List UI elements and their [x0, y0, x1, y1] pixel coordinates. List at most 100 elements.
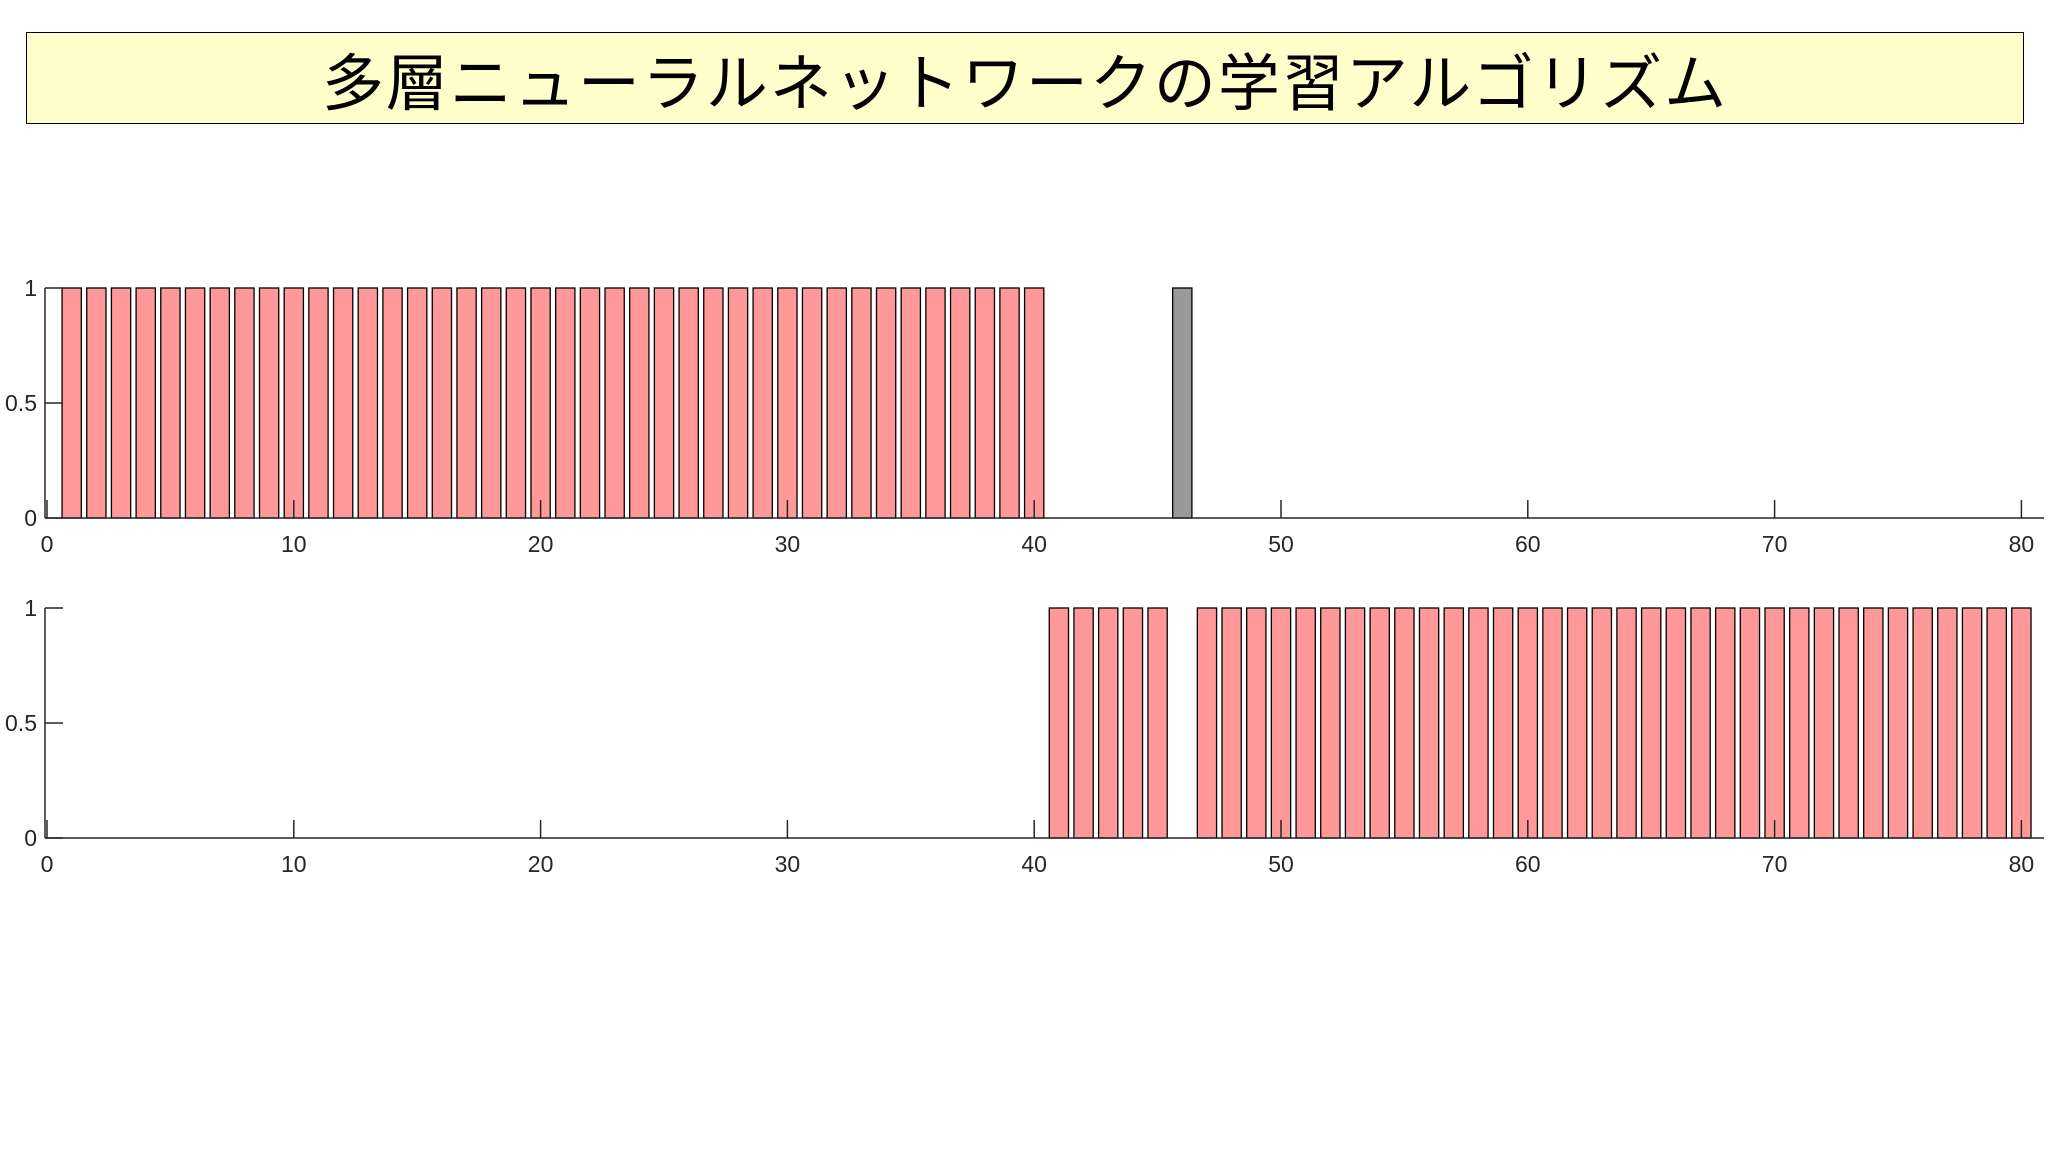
chart-2-bar: [1937, 607, 1958, 839]
chart-1-bar: [283, 287, 305, 519]
chart-1-bar: [258, 287, 280, 519]
chart-2-bar: [1887, 607, 1909, 839]
chart-2-bar: [1566, 607, 1588, 839]
chart-2-bar: [1147, 607, 1168, 839]
chart-1-bar: [875, 287, 897, 519]
chart-1-bar: [678, 287, 699, 519]
chart-2-x-tick-label: 10: [281, 851, 307, 877]
chart-1-bar: [431, 287, 453, 519]
chart-1-bar: [727, 287, 749, 519]
chart-1-bar: [925, 287, 946, 519]
chart-1-bar: [604, 287, 625, 519]
chart-2-bar: [1517, 607, 1539, 839]
page-title: 多層ニューラルネットワークの学習アルゴリズム: [321, 47, 1729, 120]
chart-1-bar: [160, 287, 181, 519]
chart-2-bar: [1468, 607, 1489, 839]
chart-2-bar: [1295, 607, 1316, 839]
chart-2-bar: [1838, 607, 1859, 839]
chart-2-bar: [1492, 607, 1514, 839]
chart-1-bar: [480, 287, 502, 519]
chart-1-x-tick-label: 10: [281, 531, 307, 557]
chart-2-bar: [1097, 607, 1119, 839]
chart-2-bar: [1320, 607, 1341, 839]
chart-2-bar: [1542, 607, 1563, 839]
chart-1-bar: [999, 287, 1020, 519]
chart-1-bar: [135, 287, 156, 519]
chart-2-x-tick-label: 80: [2009, 851, 2035, 877]
chart-1-bar: [801, 287, 823, 519]
chart-2-x-tick-label: 60: [1515, 851, 1541, 877]
chart-2-bar: [1616, 607, 1637, 839]
chart-1-x-tick-label: 20: [528, 531, 554, 557]
chart-2-x-tick-label: 20: [528, 851, 554, 877]
chart-2-bar: [1863, 607, 1884, 839]
chart-2-bar: [1789, 607, 1810, 839]
chart-2-bar: [1122, 607, 1144, 839]
chart-1-bar: [530, 287, 551, 519]
chart-2-bar: [1418, 607, 1440, 839]
chart-2-bar: [1714, 607, 1736, 839]
chart-1-bar: [382, 287, 403, 519]
chart-2-x-tick-label: 50: [1268, 851, 1294, 877]
chart-2-y-tick-label: 1: [24, 595, 37, 621]
chart-1-bar: [629, 287, 650, 519]
chart-2-bar: [1591, 607, 1613, 839]
chart-2-bar: [1394, 607, 1415, 839]
chart-1-bar: [332, 287, 354, 519]
chart-2-y-tick-label: 0.5: [5, 710, 37, 736]
chart-1-bar: [86, 287, 107, 519]
chart-2-bar: [1221, 607, 1242, 839]
chart-2-x-tick-label: 40: [1021, 851, 1047, 877]
chart-1-bar: [505, 287, 527, 519]
chart-1-y-tick-label: 0.5: [5, 390, 37, 416]
chart-2-bar: [1443, 607, 1465, 839]
chart-1-bar: [1023, 287, 1045, 519]
chart-1-bar: [900, 287, 922, 519]
chart-2-x-tick-label: 30: [775, 851, 801, 877]
chart-2-bar: [1986, 607, 2007, 839]
chart-2-bar: [1813, 607, 1835, 839]
chart-1-x-tick-label: 50: [1268, 531, 1294, 557]
chart-1-x-tick-label: 40: [1021, 531, 1047, 557]
chart-1-x-tick-label: 80: [2009, 531, 2035, 557]
chart-1-bar: [703, 287, 724, 519]
chart-2-bar: [1196, 607, 1218, 839]
chart-2-bar: [2011, 607, 2032, 839]
chart-1-bar: [579, 287, 601, 519]
chart-1-y-tick-label: 0: [24, 505, 37, 531]
chart-1-bar: [777, 287, 798, 519]
chart-1-bar: [826, 287, 848, 519]
chart-1-bar: [555, 287, 576, 519]
chart-1-bar: [752, 287, 773, 519]
chart-2-bar: [1739, 607, 1761, 839]
chart-1-bar: [308, 287, 329, 519]
chart-1-bar: [1172, 287, 1193, 519]
chart-2-bar: [1048, 607, 1070, 839]
chart-2-bar: [1073, 607, 1094, 839]
chart-1-bar: [61, 287, 82, 519]
chart-1-y-tick-label: 1: [24, 275, 37, 301]
chart-1-bar: [406, 287, 428, 519]
chart-2-bar: [1270, 607, 1292, 839]
chart-2-x-tick-label: 0: [41, 851, 54, 877]
chart-1-bar: [184, 287, 206, 519]
chart-1-x-tick-label: 0: [41, 531, 54, 557]
chart-1-bar: [653, 287, 675, 519]
chart-2-bar: [1640, 607, 1662, 839]
chart-2-x-tick-label: 70: [1762, 851, 1788, 877]
chart-2-bar: [1246, 607, 1267, 839]
chart-1-bar: [851, 287, 872, 519]
chart-1-x-tick-label: 70: [1762, 531, 1788, 557]
title-banner: 多層ニューラルネットワークの学習アルゴリズム: [26, 32, 2024, 124]
chart-2-bar: [1369, 607, 1390, 839]
chart-1-bar: [357, 287, 379, 519]
chart-2-bar: [1764, 607, 1785, 839]
chart-2-bar: [1912, 607, 1933, 839]
chart-2-bar: [1344, 607, 1366, 839]
chart-2-y-tick-label: 0: [24, 825, 37, 851]
chart-2-bar: [1961, 607, 1983, 839]
chart-1-bar: [949, 287, 971, 519]
chart-1-bar: [110, 287, 132, 519]
chart-1-bar: [974, 287, 996, 519]
